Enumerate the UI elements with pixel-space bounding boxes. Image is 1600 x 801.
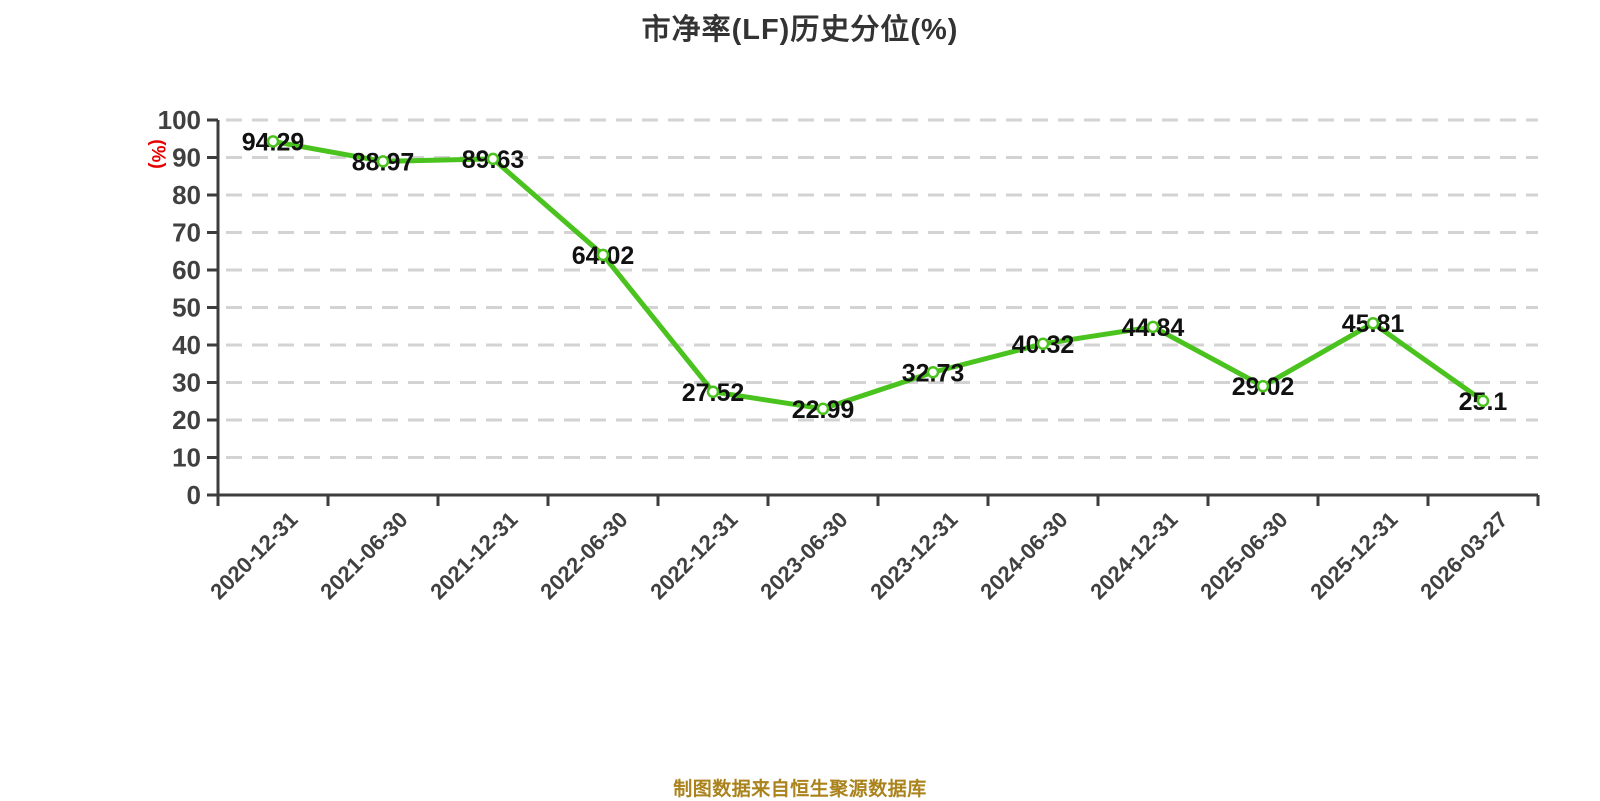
data-point: [926, 366, 940, 379]
data-point: [376, 155, 390, 168]
x-tick-label: 2024-12-31: [1085, 507, 1182, 604]
y-tick-label: 20: [172, 405, 201, 435]
data-point: [816, 402, 830, 416]
data-point: [1036, 337, 1050, 351]
y-tick-label: 50: [172, 293, 201, 323]
y-tick-label: 100: [158, 105, 201, 135]
chart-title: 市净率(LF)历史分位(%): [641, 14, 959, 46]
data-point: [266, 135, 280, 148]
x-tick-label: 2021-12-31: [425, 507, 522, 604]
data-point: [1476, 394, 1490, 408]
y-tick-label: 0: [187, 480, 201, 510]
series-line: [270, 138, 1486, 412]
x-tick-label: 2024-06-30: [975, 507, 1072, 604]
data-source-caption: 制图数据来自恒生聚源数据库: [673, 779, 927, 800]
x-tick-label: 2025-06-30: [1195, 507, 1292, 604]
y-tick-label: 90: [172, 143, 201, 173]
x-tick-label: 2026-03-27: [1415, 507, 1512, 604]
data-point: [1146, 320, 1160, 334]
y-tick-label: 60: [172, 255, 201, 285]
x-tick-label: 2022-12-31: [645, 507, 742, 604]
x-tick-label: 2020-12-31: [205, 507, 302, 604]
data-point: [486, 152, 500, 166]
data-point: [706, 385, 720, 399]
y-tick-label: 30: [172, 368, 201, 398]
y-tick-label: 40: [172, 330, 201, 360]
x-tick-label: 2025-12-31: [1305, 507, 1402, 604]
x-tick-label: 2023-12-31: [865, 507, 962, 604]
y-tick-label: 10: [172, 443, 201, 473]
x-tick-label: 2021-06-30: [315, 507, 412, 604]
y-tick-label: 80: [172, 180, 201, 210]
data-point: [1366, 316, 1380, 330]
y-tick-label: 70: [172, 218, 201, 248]
data-point: [596, 248, 610, 262]
x-tick-label: 2023-06-30: [755, 507, 852, 604]
x-tick-label: 2022-06-30: [535, 507, 632, 604]
data-point: [1256, 379, 1270, 393]
